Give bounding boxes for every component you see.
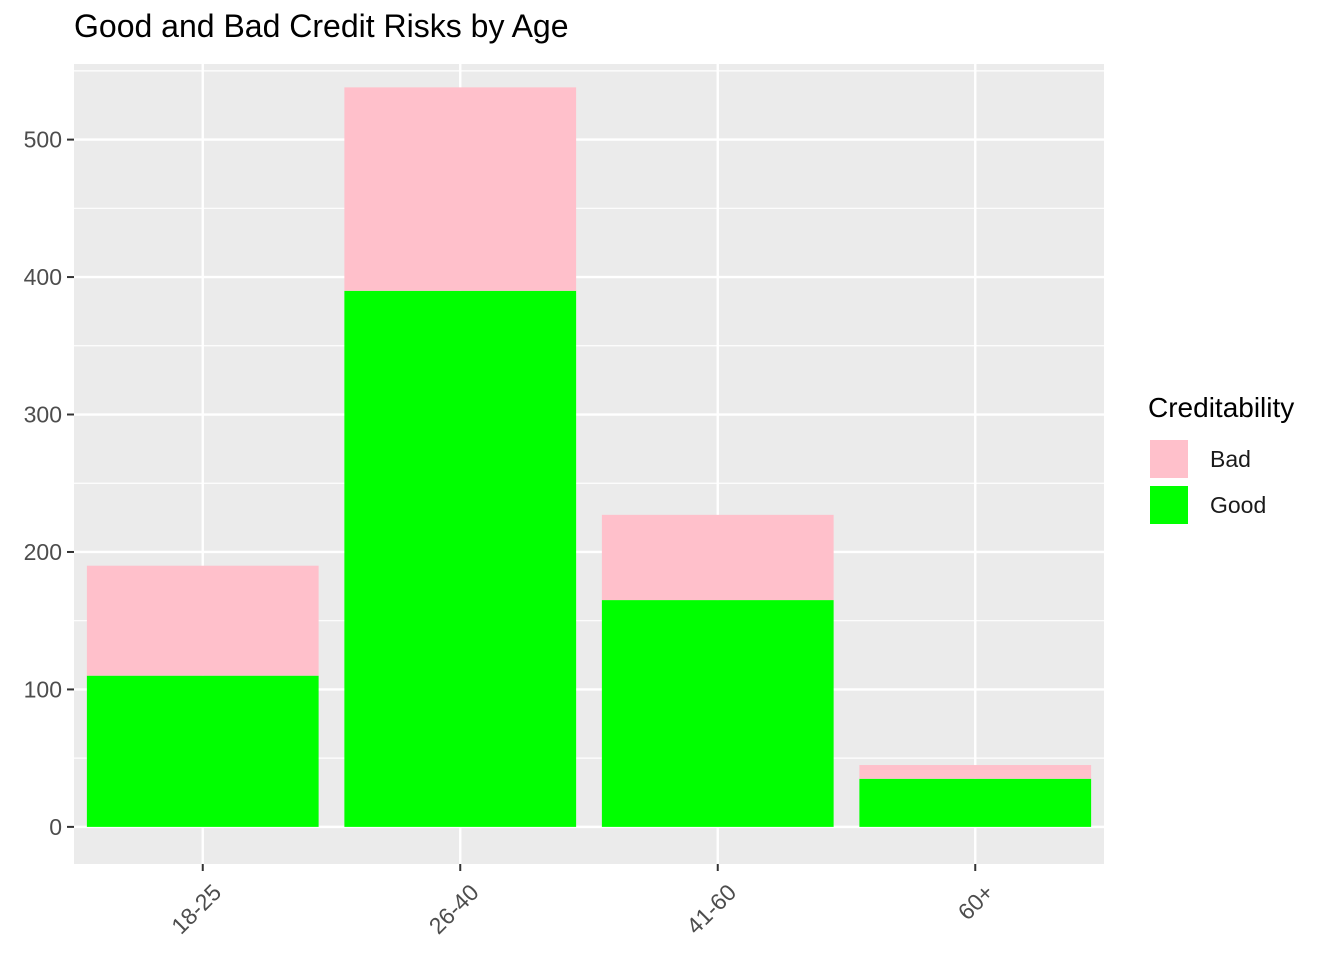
bar-bad-60plus	[859, 765, 1092, 779]
legend-label-good: Good	[1210, 491, 1267, 518]
y-tick-label: 200	[24, 539, 62, 565]
y-tick-label: 0	[49, 814, 62, 840]
bar-bad-41-60	[601, 514, 834, 601]
x-tick-label: 26-40	[424, 879, 484, 939]
bar-good-18-25	[86, 675, 319, 827]
legend-item-good: Good	[1148, 482, 1294, 528]
x-tick-label: 41-60	[681, 879, 741, 939]
y-tick-label: 300	[24, 402, 62, 428]
y-tick-label: 100	[24, 676, 62, 702]
legend-swatch-good	[1148, 484, 1190, 526]
x-tick-label: 60+	[953, 879, 999, 925]
legend: Creditability Bad Good	[1148, 392, 1294, 528]
chart-title: Good and Bad Credit Risks by Age	[74, 8, 569, 44]
bar-good-60plus	[859, 778, 1092, 827]
legend-title: Creditability	[1148, 392, 1295, 423]
bar-bad-26-40	[344, 87, 577, 291]
legend-item-bad: Bad	[1148, 436, 1294, 482]
legend-label-bad: Bad	[1210, 445, 1251, 472]
x-tick-label: 18-25	[166, 879, 226, 939]
legend-swatch-bad	[1148, 438, 1190, 480]
bar-good-41-60	[601, 600, 834, 827]
bar-bad-18-25	[86, 565, 319, 676]
y-tick-label: 500	[24, 127, 62, 153]
bar-good-26-40	[344, 290, 577, 827]
y-tick-label: 400	[24, 264, 62, 290]
